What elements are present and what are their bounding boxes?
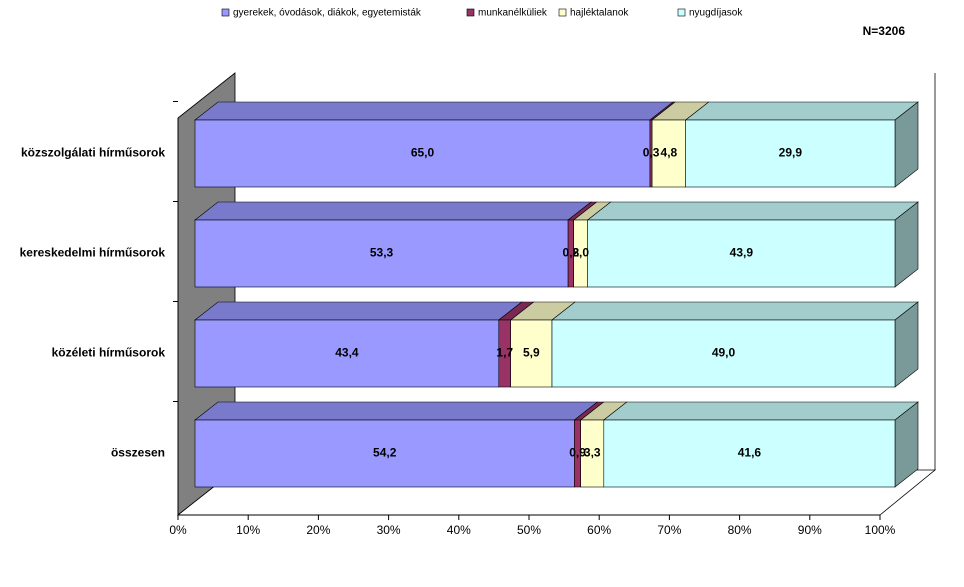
x-tick-label: 30% [377,523,401,537]
bar-top [194,101,674,121]
bar [603,419,896,488]
bar [194,119,651,188]
legend-label: munkanélküliek [478,8,548,19]
legend-label: gyerekek, óvodások, diákok, egyetemisták [233,8,422,19]
legend-swatch [466,8,475,17]
bar [587,219,896,288]
bar-top [194,401,599,421]
y-tick-label: kereskedelmi hírműsorok [20,246,166,260]
bar [194,219,569,288]
x-tick-label: 10% [236,523,260,537]
subtitle: N=3206 [863,24,906,38]
x-tick-label: 0% [169,523,187,537]
data-label: 49,0 [712,346,736,360]
y-tick-label: közéleti hírműsorok [52,346,166,360]
bar-top [551,301,919,321]
data-label: 53,3 [370,246,394,260]
x-tick-label: 50% [517,523,541,537]
bar-top [194,201,592,221]
data-label: 4,8 [661,146,678,160]
bar [551,319,896,388]
legend-swatch [221,8,230,17]
bar-top [586,201,919,221]
bar [194,419,575,488]
data-label: 0,9 [569,446,586,460]
x-tick-label: 100% [865,523,896,537]
x-tick-label: 20% [306,523,330,537]
x-tick-label: 60% [587,523,611,537]
legend-label: nyugdíjasok [689,8,743,19]
y-tick-label: közszolgálati hírműsorok [21,146,165,160]
data-label: 0,3 [643,146,660,160]
data-label: 65,0 [411,146,435,160]
x-tick-label: 40% [447,523,471,537]
bar-top [602,401,919,421]
legend-label: hajléktalanok [570,8,629,19]
bar [651,119,686,188]
bar [194,319,500,388]
data-label: 2,0 [572,246,589,260]
legend-swatch [558,8,567,17]
data-label: 0,8 [563,246,580,260]
bar-top [194,301,523,321]
data-label: 43,9 [730,246,754,260]
y-tick-label: összesen [111,446,165,460]
data-label: 41,6 [738,446,762,460]
data-label: 1,7 [496,346,513,360]
data-label: 54,2 [373,446,397,460]
bar [510,319,553,388]
x-tick-label: 80% [728,523,752,537]
data-label: 29,9 [779,146,803,160]
data-label: 3,3 [584,446,601,460]
x-tick-label: 90% [798,523,822,537]
data-label: 5,9 [523,346,540,360]
legend-swatch [677,8,686,17]
data-label: 43,4 [335,346,359,360]
bar-top [684,101,919,121]
bar [685,119,896,188]
x-tick-label: 70% [657,523,681,537]
